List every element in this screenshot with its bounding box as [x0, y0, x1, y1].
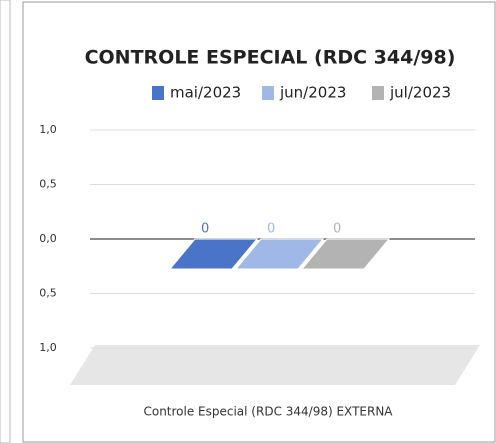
x-tick-label: Controle Especial (RDC 344/98) EXTERNA — [143, 405, 393, 419]
legend-swatch — [262, 86, 274, 100]
y-tick-label: 0,5 — [39, 287, 57, 300]
data-label: 0 — [201, 222, 209, 237]
y-tick-label: 1,0 — [39, 341, 57, 354]
bar — [234, 238, 325, 270]
legend-label: jun/2023 — [279, 84, 346, 102]
legend-label: jul/2023 — [389, 84, 451, 102]
data-label: 0 — [267, 222, 275, 237]
y-tick-label: 0,5 — [39, 178, 57, 191]
bar — [300, 238, 391, 270]
legend-swatch — [152, 86, 164, 100]
floor — [70, 345, 480, 385]
side-panel — [0, 0, 11, 443]
bar — [168, 238, 259, 270]
data-label: 0 — [333, 222, 341, 237]
chart-title: CONTROLE ESPECIAL (RDC 344/98) — [85, 47, 456, 69]
y-tick-label: 1,0 — [39, 123, 57, 136]
legend-swatch — [372, 86, 384, 100]
y-tick-label: 0,0 — [39, 232, 57, 245]
legend-label: mai/2023 — [170, 84, 241, 102]
